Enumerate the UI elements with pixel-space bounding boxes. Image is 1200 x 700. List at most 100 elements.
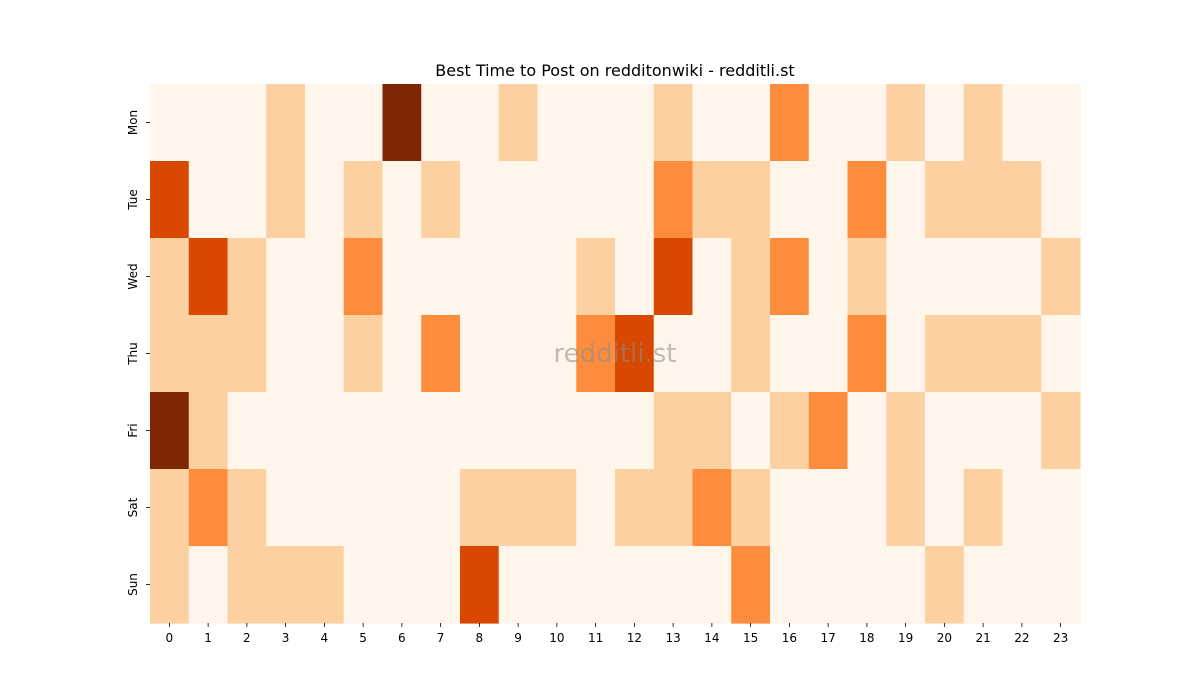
heatmap-cell-wed-4 [305,238,345,316]
heatmap-cell-sat-5 [343,469,384,547]
heatmap-cell-fri-2 [227,392,267,470]
heatmap-cell-thu-16 [770,315,810,393]
heatmap-cell-fri-22 [1002,392,1042,470]
heatmap-cell-tue-2 [227,161,267,239]
heatmap-cell-wed-18 [847,238,887,316]
heatmap-cell-tue-9 [498,161,539,239]
x-tick-label-20: 20 [937,631,952,645]
heatmap-cell-thu-20 [925,315,965,393]
heatmap-cell-thu-12 [615,315,655,393]
heatmap-cell-sun-11 [576,546,616,624]
heatmap-cell-tue-3 [266,161,306,239]
heatmap-cell-wed-12 [615,238,655,316]
heatmap-cell-sun-5 [343,546,384,624]
heatmap-cell-wed-15 [731,238,771,316]
heatmap-cell-fri-0 [150,392,190,470]
heatmap-cell-fri-7 [421,392,461,470]
heatmap-cell-tue-16 [770,161,810,239]
heatmap-cell-sun-17 [808,546,849,624]
heatmap-cell-sat-7 [421,469,461,547]
x-tick-label-4: 4 [321,631,329,645]
heatmap-cell-thu-18 [847,315,887,393]
x-tick-label-15: 15 [743,631,758,645]
x-tick-label-2: 2 [243,631,251,645]
heatmap-cell-mon-16 [770,84,810,162]
heatmap-cell-tue-13 [653,161,694,239]
y-tick-label-thu: Thu [126,342,140,366]
heatmap-cell-tue-1 [188,161,229,239]
heatmap-cell-wed-20 [925,238,965,316]
heatmap-cell-sun-10 [537,546,577,624]
heatmap-cell-mon-5 [343,84,384,162]
x-tick-label-9: 9 [514,631,522,645]
heatmap-cell-sat-3 [266,469,306,547]
heatmap-cell-thu-21 [963,315,1004,393]
heatmap-cell-thu-23 [1041,315,1081,393]
heatmap-cell-thu-10 [537,315,577,393]
x-axis: 0 1 2 3 4 5 6 7 8 9 10 11 12 13 14 15 16 17 18 19 20 21 22 23 [166,623,1068,645]
heatmap-cell-wed-6 [382,238,422,316]
heatmap-cell-thu-5 [343,315,384,393]
heatmap-cell-wed-23 [1041,238,1081,316]
heatmap-cell-sat-10 [537,469,577,547]
heatmap-cell-mon-23 [1041,84,1081,162]
heatmap-cell-wed-7 [421,238,461,316]
heatmap-cell-sun-3 [266,546,306,624]
heatmap-cell-mon-10 [537,84,577,162]
heatmap-cell-tue-22 [1002,161,1042,239]
heatmap-cell-wed-2 [227,238,267,316]
x-tick-label-1: 1 [204,631,212,645]
heatmap-cell-fri-8 [460,392,500,470]
heatmap-cell-sun-16 [770,546,810,624]
heatmap-cell-sat-14 [692,469,732,547]
x-tick-label-19: 19 [898,631,913,645]
heatmap-cell-fri-11 [576,392,616,470]
heatmap-cell-mon-8 [460,84,500,162]
heatmap-cell-fri-23 [1041,392,1081,470]
heatmap-cell-thu-0 [150,315,190,393]
heatmap-cell-sat-19 [886,469,926,547]
heatmap-cell-tue-6 [382,161,422,239]
heatmap-cell-tue-15 [731,161,771,239]
heatmap-cell-fri-21 [963,392,1004,470]
heatmap-cell-sat-1 [188,469,229,547]
x-tick-label-22: 22 [1014,631,1029,645]
heatmap-cell-tue-20 [925,161,965,239]
heatmap-cell-fri-6 [382,392,422,470]
x-tick-label-21: 21 [975,631,990,645]
heatmap-cell-mon-14 [692,84,732,162]
heatmap-cell-fri-13 [653,392,694,470]
heatmap-cell-sun-2 [227,546,267,624]
heatmap-cell-wed-22 [1002,238,1042,316]
y-tick-label-sun: Sun [126,573,140,596]
heatmap-cell-thu-9 [498,315,539,393]
heatmap-cell-mon-13 [653,84,694,162]
heatmap-cell-thu-3 [266,315,306,393]
heatmap-cell-tue-8 [460,161,500,239]
heatmap-cell-sun-9 [498,546,539,624]
heatmap-cell-mon-2 [227,84,267,162]
y-tick-label-tue: Tue [126,189,140,211]
heatmap-cell-sun-13 [653,546,694,624]
heatmap-cell-sun-15 [731,546,771,624]
heatmap-cell-mon-22 [1002,84,1042,162]
y-tick-label-mon: Mon [126,110,140,135]
heatmap-cell-mon-4 [305,84,345,162]
y-axis: Mon Tue Wed Thu Fri Sat Sun [126,110,150,596]
heatmap-cell-sun-22 [1002,546,1042,624]
x-tick-label-7: 7 [437,631,445,645]
x-tick-label-8: 8 [476,631,484,645]
heatmap-cell-fri-20 [925,392,965,470]
heatmap-cell-sun-19 [886,546,926,624]
heatmap-cell-sat-8 [460,469,500,547]
heatmap-cell-thu-6 [382,315,422,393]
heatmap-cell-mon-6 [382,84,422,162]
x-tick-label-17: 17 [820,631,835,645]
heatmap-cell-mon-9 [498,84,539,162]
heatmap-cell-thu-11 [576,315,616,393]
heatmap-cell-thu-14 [692,315,732,393]
heatmap-cell-mon-20 [925,84,965,162]
heatmap-cell-sun-1 [188,546,229,624]
heatmap-cell-wed-17 [808,238,849,316]
heatmap-cell-tue-17 [808,161,849,239]
